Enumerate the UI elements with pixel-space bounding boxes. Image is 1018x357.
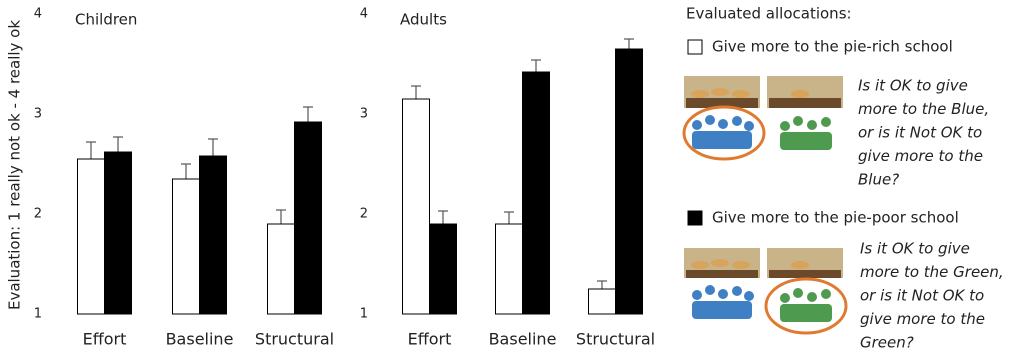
question-line: or is it Not OK to [860, 287, 984, 305]
bar [522, 71, 550, 315]
question-line: Blue? [858, 171, 899, 189]
x-tick-label: Effort [408, 330, 452, 349]
x-tick-label: Baseline [489, 330, 557, 349]
bar [294, 121, 322, 315]
bar [172, 178, 200, 315]
y-tick-label: 4 [34, 7, 42, 22]
question-line: more to the Blue, [858, 100, 989, 118]
kids-green [780, 116, 832, 150]
pie [791, 261, 809, 269]
x-tick-label: Baseline [166, 330, 234, 349]
y-axis-label: Evaluation: 1 really not ok - 4 really o… [6, 20, 24, 310]
y-tick-label: 4 [360, 7, 368, 22]
question-line: give more to the [858, 147, 983, 165]
y-tick-label: 2 [360, 207, 368, 222]
question-line: more to the Green, [860, 263, 1004, 281]
pie [711, 88, 729, 96]
pie [732, 261, 750, 269]
panel-title: Children [75, 11, 137, 29]
table [686, 98, 758, 108]
x-tick-label: Effort [83, 330, 127, 349]
x-tick-label: Structural [255, 330, 334, 349]
bar [199, 155, 227, 315]
bar [495, 223, 523, 315]
highlight [764, 277, 848, 335]
table [769, 270, 841, 278]
pie [691, 90, 709, 98]
y-tick-label: 2 [34, 207, 42, 222]
panel-title: Adults [400, 11, 447, 29]
bar [267, 223, 295, 315]
legend-label: Give more to the pie-rich school [712, 38, 953, 56]
legend-swatch [687, 39, 703, 55]
pie [791, 90, 809, 98]
kids-blue [692, 285, 754, 319]
bar [104, 151, 132, 315]
question-line: Is it OK to give [858, 77, 968, 95]
pie [732, 90, 750, 98]
table [686, 270, 758, 278]
kids-green [780, 288, 832, 322]
question-line: Green? [860, 334, 914, 352]
question-line: or is it Not OK to [858, 124, 982, 142]
bar [615, 48, 643, 315]
kids-blue [692, 115, 754, 149]
legend-title: Evaluated allocations: [686, 5, 852, 23]
legend-label: Give more to the pie-poor school [712, 209, 959, 227]
table [769, 98, 841, 108]
bar [588, 288, 616, 315]
illustration [682, 76, 843, 161]
question-line: give more to the [860, 310, 985, 328]
x-tick-label: Structural [576, 330, 655, 349]
y-tick-label: 3 [360, 107, 368, 122]
y-tick-label: 1 [34, 307, 42, 322]
question-line: Is it OK to give [860, 240, 970, 258]
legend-swatch [687, 210, 703, 226]
illustration [684, 248, 848, 335]
bar [429, 223, 457, 315]
pie [691, 261, 709, 269]
bar [77, 158, 105, 315]
bar [402, 98, 430, 315]
y-tick-label: 3 [34, 107, 42, 122]
y-tick-label: 1 [360, 307, 368, 322]
highlight [682, 105, 766, 161]
pie [711, 259, 729, 267]
